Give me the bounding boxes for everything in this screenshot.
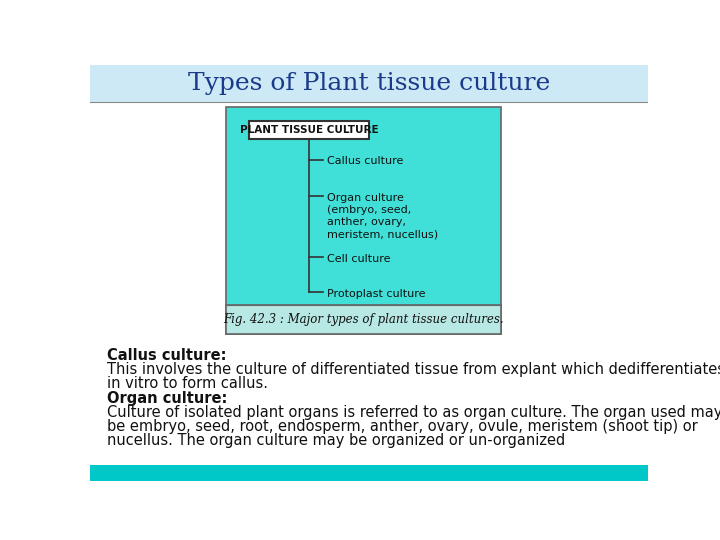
Text: Organ culture:: Organ culture:	[107, 392, 228, 406]
Text: Callus culture: Callus culture	[327, 157, 403, 166]
Text: nucellus. The organ culture may be organized or un-organized: nucellus. The organ culture may be organ…	[107, 433, 565, 448]
Text: Organ culture
(embryo, seed,
anther, ovary,
meristem, nucellus): Organ culture (embryo, seed, anther, ova…	[327, 193, 438, 240]
Text: PLANT TISSUE CULTURE: PLANT TISSUE CULTURE	[240, 125, 378, 135]
Bar	[90, 65, 648, 102]
Text: Types of Plant tissue culture: Types of Plant tissue culture	[188, 72, 550, 95]
Text: Fig. 42.3 : Major types of plant tissue cultures.: Fig. 42.3 : Major types of plant tissue …	[223, 313, 503, 326]
Text: Callus culture:: Callus culture:	[107, 348, 227, 363]
Bar	[90, 465, 648, 481]
Bar	[249, 121, 369, 139]
Text: in vitro to form callus.: in vitro to form callus.	[107, 376, 268, 391]
Text: be embryo, seed, root, endosperm, anther, ovary, ovule, meristem (shoot tip) or: be embryo, seed, root, endosperm, anther…	[107, 419, 698, 434]
Text: Protoplast culture: Protoplast culture	[327, 289, 426, 299]
Bar	[225, 107, 500, 334]
Text: This involves the culture of differentiated tissue from explant which dedifferen: This involves the culture of differentia…	[107, 362, 720, 377]
Text: Culture of isolated plant organs is referred to as organ culture. The organ used: Culture of isolated plant organs is refe…	[107, 405, 720, 420]
Bar	[225, 305, 500, 334]
Text: Cell culture: Cell culture	[327, 254, 390, 264]
